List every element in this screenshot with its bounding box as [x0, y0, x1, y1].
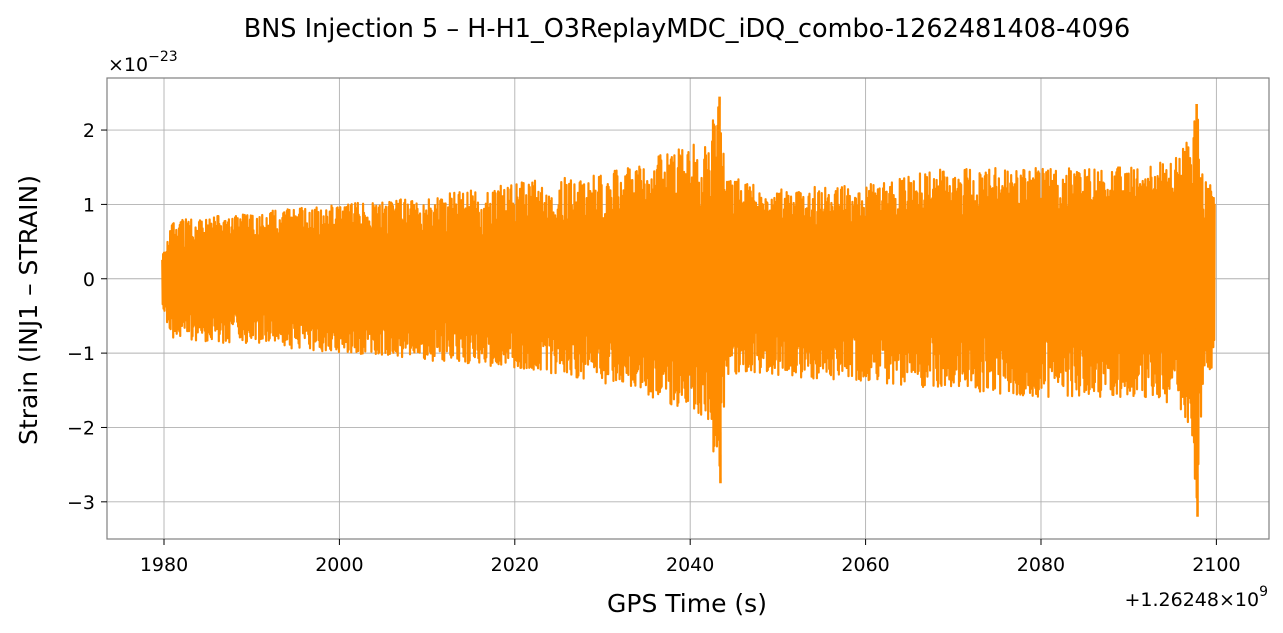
y-tick-label: −3: [67, 492, 95, 514]
x-tick-label: 1980: [140, 554, 188, 576]
x-offset-prefix: +1.26248: [1124, 589, 1219, 611]
y-tick-label: −1: [67, 343, 95, 365]
x-tick-label: 2000: [315, 554, 363, 576]
x-offset-exponent: 9: [1259, 584, 1268, 600]
x-tick-label: 2020: [491, 554, 539, 576]
y-axis-label: Strain (INJ1 – STRAIN): [14, 175, 43, 445]
y-axis-ticks: 2 1 0 −1 −2 −3: [67, 120, 107, 514]
y-tick-label: 2: [83, 120, 95, 142]
x-tick-label: 2080: [1017, 554, 1065, 576]
chart-title: BNS Injection 5 – H-H1_O3ReplayMDC_iDQ_c…: [244, 14, 1131, 44]
y-axis-multiplier: ×10−23: [108, 49, 178, 76]
x-axis-offset: +1.26248×109: [1124, 584, 1268, 611]
y-tick-label: −2: [67, 417, 95, 439]
x-axis-ticks: 1980 2000 2020 2040 2060 2080 2100: [140, 539, 1241, 576]
x-offset-times: ×10: [1219, 589, 1259, 611]
plot-frame: [106, 77, 1270, 540]
y-tick-label: 1: [83, 194, 95, 216]
y-multiplier-exponent: −23: [148, 49, 178, 65]
y-multiplier-base: ×10: [108, 54, 148, 76]
x-tick-label: 2060: [841, 554, 889, 576]
x-tick-label: 2040: [666, 554, 714, 576]
series-inj1-strain: [161, 96, 1216, 517]
strain-series-line: [161, 106, 1216, 499]
x-axis-label: GPS Time (s): [607, 589, 767, 618]
x-tick-label: 2100: [1192, 554, 1240, 576]
y-tick-label: 0: [83, 269, 95, 291]
